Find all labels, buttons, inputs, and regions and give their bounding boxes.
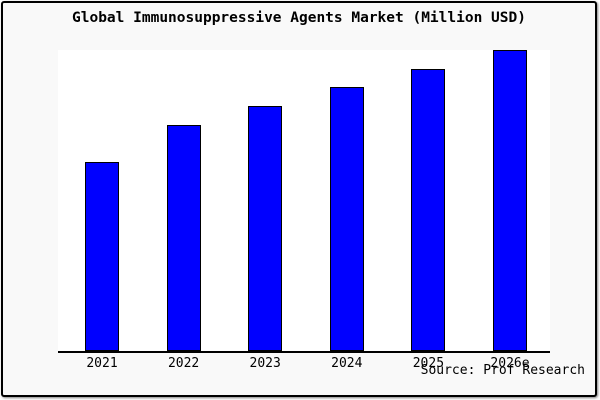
bar-2022 <box>166 125 201 351</box>
bar-2021 <box>85 162 119 351</box>
x-tick-label-2026e: 2026e <box>490 356 530 371</box>
x-tick-label-2024: 2024 <box>331 356 363 371</box>
x-tick-label-2023: 2023 <box>249 356 281 371</box>
plot-area <box>58 50 550 351</box>
bar-2024 <box>329 87 364 351</box>
x-axis-tick-labels: 2021 2022 2023 2024 2025 2026e <box>58 356 550 372</box>
bar-2026e <box>493 50 527 351</box>
x-tick-label-2022: 2022 <box>167 356 200 371</box>
x-axis-line <box>58 351 550 353</box>
x-tick-label-2025: 2025 <box>412 356 445 371</box>
bar-2025 <box>411 69 446 351</box>
x-tick-label-2021: 2021 <box>86 356 118 371</box>
bar-2023 <box>248 106 283 351</box>
chart-title: Global Immunosuppressive Agents Market (… <box>72 10 526 26</box>
source-credit: Source: Prof Research <box>420 363 585 378</box>
